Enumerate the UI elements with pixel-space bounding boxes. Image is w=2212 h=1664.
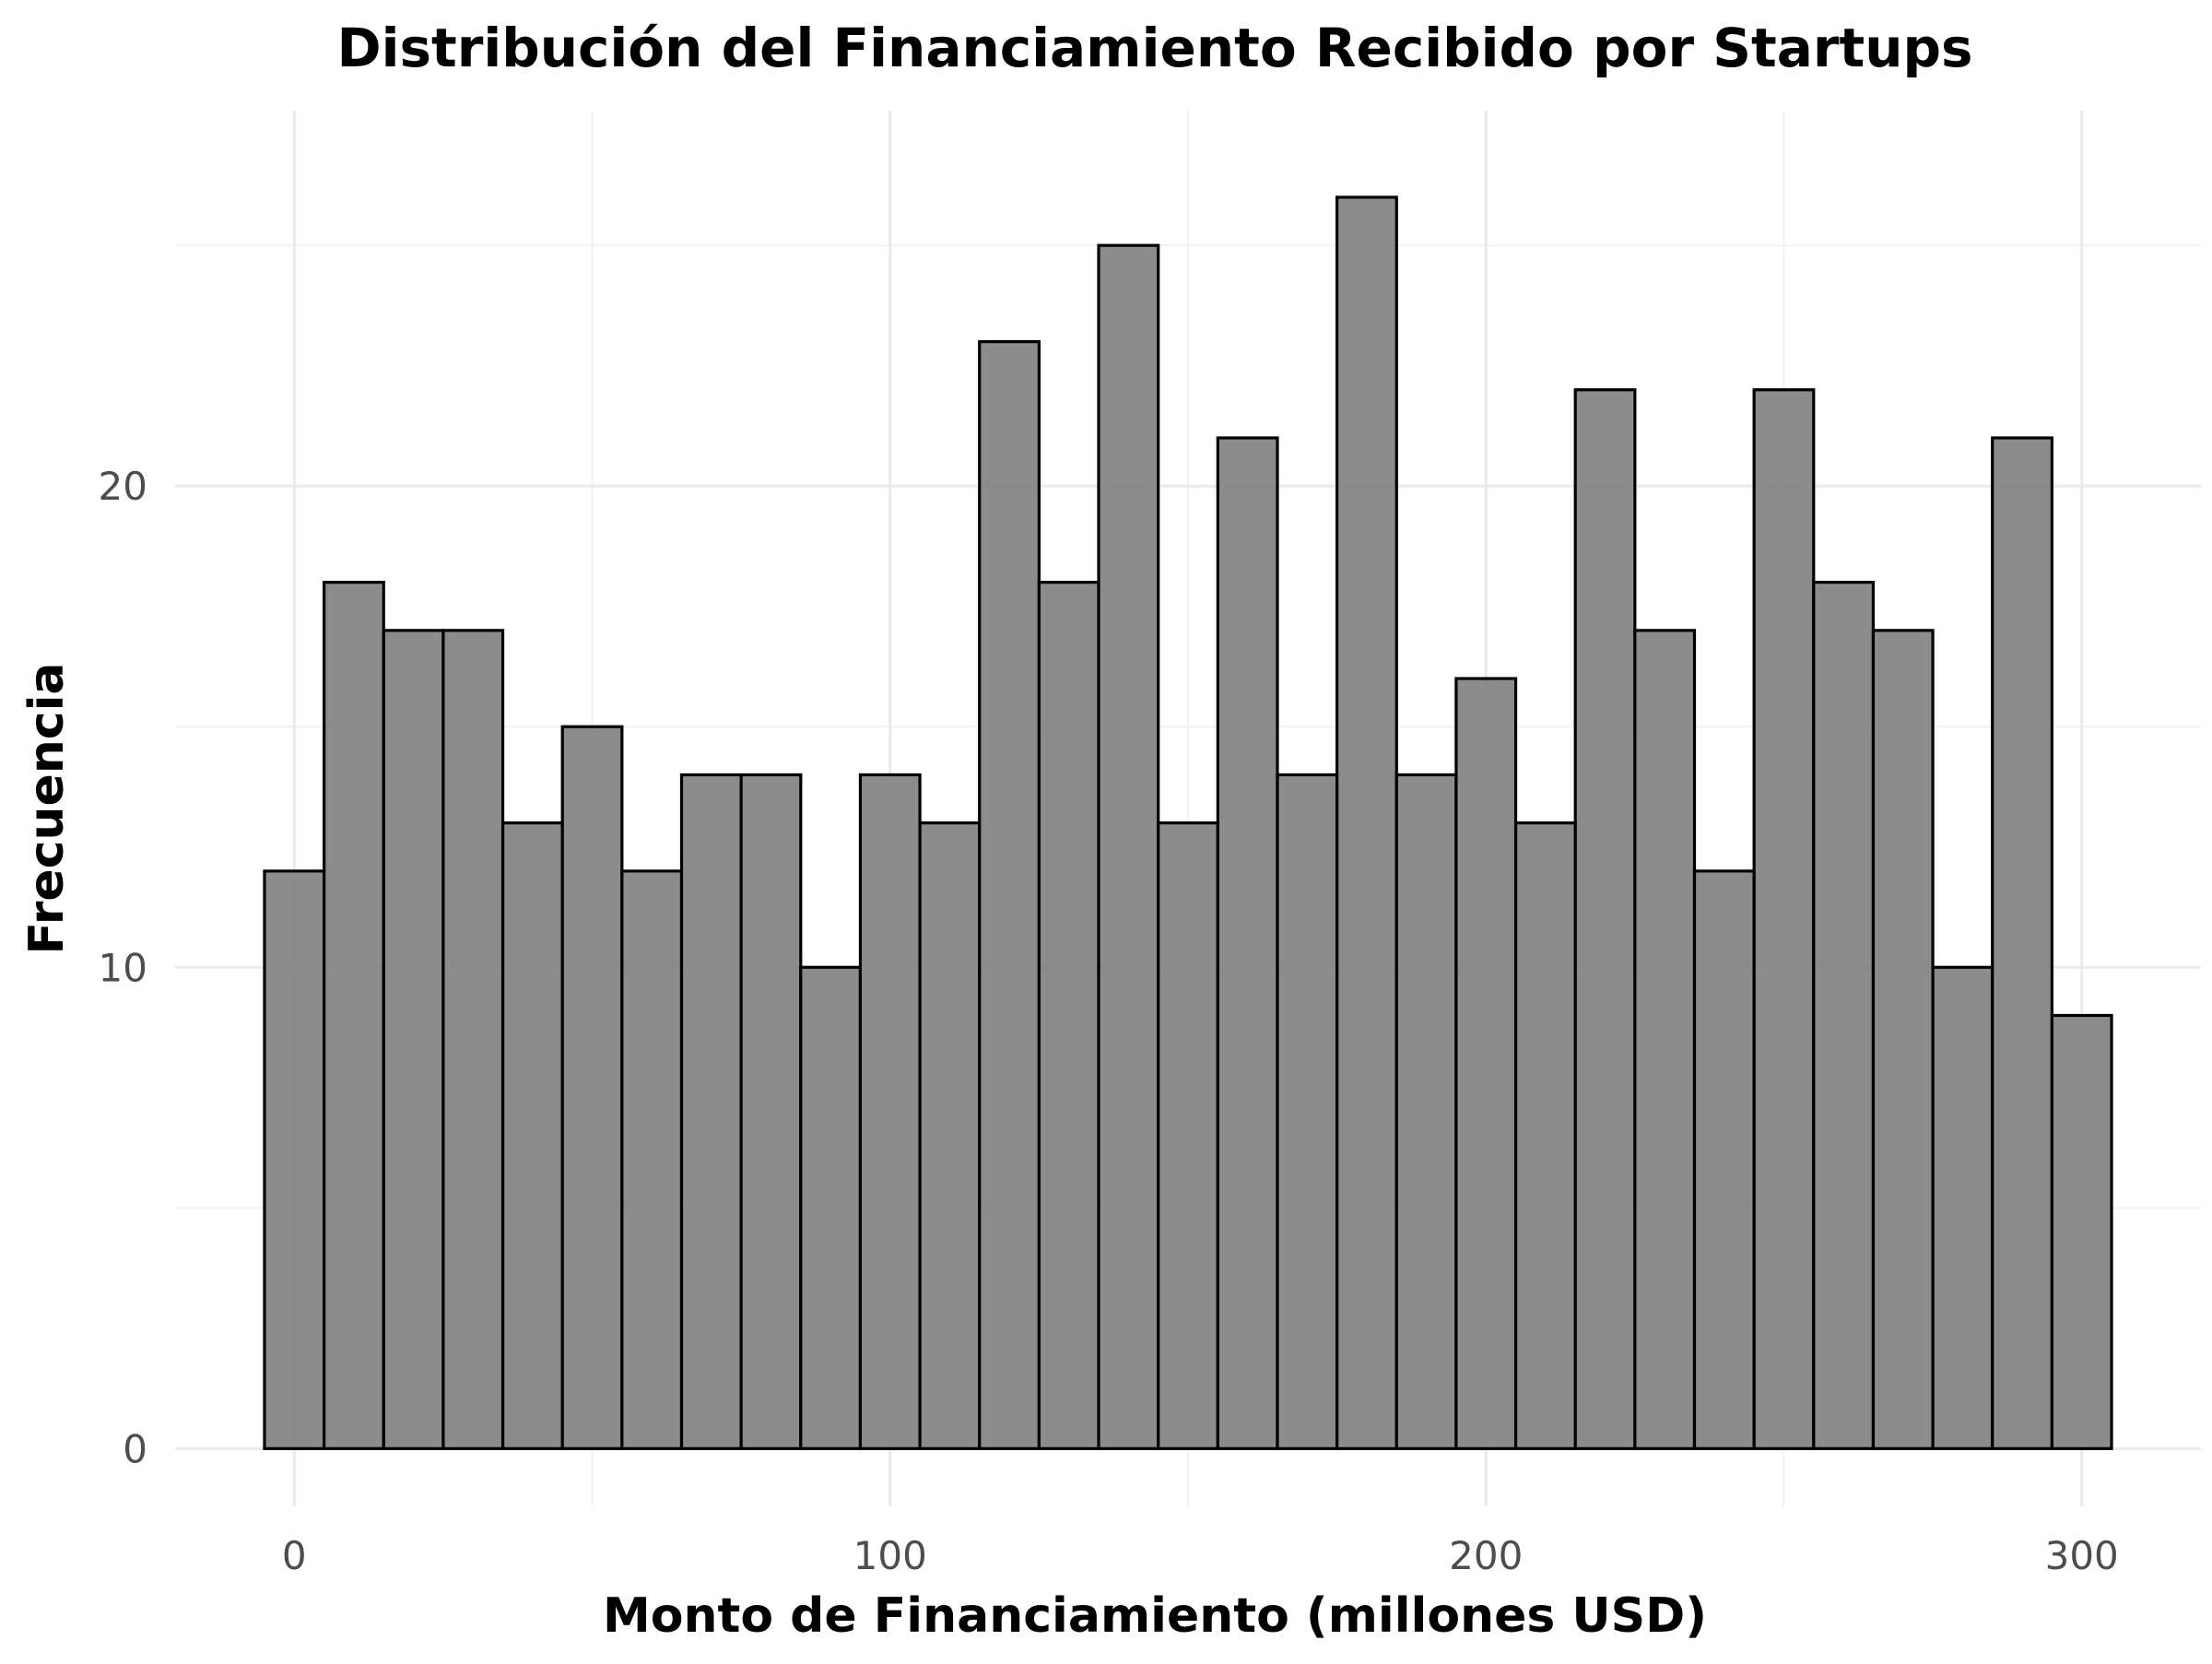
histogram-bar (1692, 869, 1756, 1450)
histogram-bar (1573, 388, 1637, 1450)
histogram-bar (323, 581, 385, 1450)
histogram-bar (1812, 581, 1876, 1450)
histogram-bar (1276, 773, 1339, 1450)
y-tick-label: 20 (99, 464, 147, 509)
histogram-bar (441, 629, 505, 1450)
histogram-bar (382, 629, 445, 1450)
histogram-bar (679, 773, 743, 1450)
histogram-bar (918, 821, 982, 1450)
histogram-bar (2050, 1013, 2113, 1450)
x-tick-label: 0 (282, 1533, 307, 1578)
x-tick-label: 200 (1449, 1533, 1523, 1578)
histogram-bar (1037, 581, 1100, 1450)
y-tick-label: 0 (123, 1426, 147, 1471)
chart-title: Distribución del Financiamiento Recibido… (336, 17, 1972, 79)
histogram-bar (263, 869, 326, 1450)
histogram-bar (620, 869, 684, 1450)
histogram-bar (739, 773, 803, 1450)
histogram-bar (799, 965, 863, 1450)
x-axis-label: Monto de Financiamiento (millones USD) (603, 1588, 1707, 1644)
histogram-bar (1454, 677, 1518, 1450)
histogram-bar (1097, 243, 1160, 1450)
histogram-bar (1871, 629, 1935, 1450)
histogram-bar (560, 725, 624, 1450)
histogram-bar (1335, 195, 1398, 1450)
histogram-bar (500, 821, 564, 1450)
histogram-bar (1991, 436, 2053, 1450)
histogram-bar (1157, 821, 1219, 1450)
histogram-bar (858, 773, 922, 1450)
x-tick-label: 300 (2045, 1533, 2119, 1578)
histogram-bar (1394, 773, 1458, 1450)
histogram-bar (978, 339, 1041, 1450)
bars-layer (263, 195, 2113, 1450)
x-tick-label: 100 (853, 1533, 927, 1578)
y-tick-label: 10 (99, 945, 147, 990)
tick-labels-layer: 0 100 200 300 0 10 20 (99, 464, 2119, 1578)
histogram-bar (1931, 965, 1994, 1450)
y-axis-label: Frecuencia (19, 663, 75, 955)
histogram-bar (1513, 821, 1577, 1450)
histogram-bar (1216, 436, 1279, 1450)
histogram-bar (1752, 388, 1816, 1450)
histogram-bar (1633, 629, 1697, 1450)
